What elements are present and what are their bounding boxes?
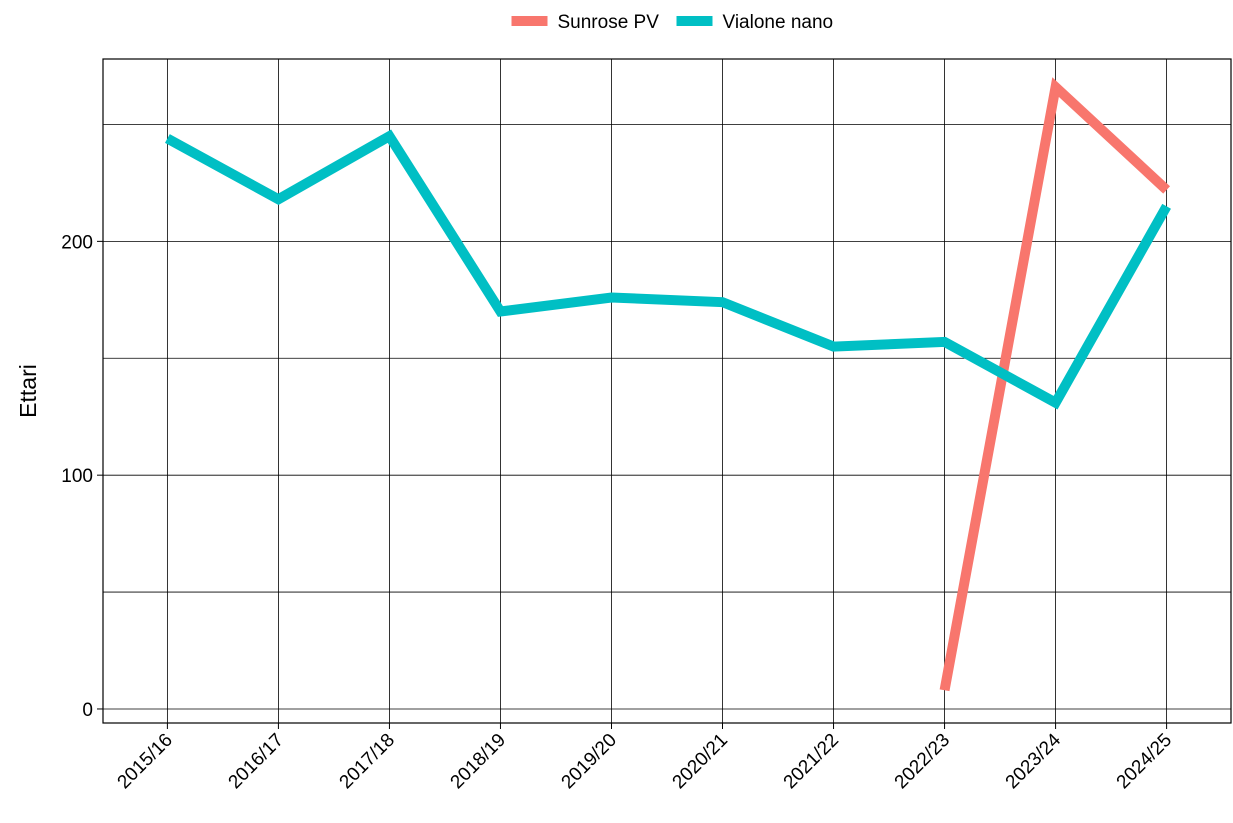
x-tick-label: 2017/18 <box>336 730 399 793</box>
plot-border <box>102 58 1232 724</box>
line-series <box>164 129 1171 410</box>
line-series <box>939 77 1171 692</box>
x-tick-label: 2019/20 <box>558 730 621 793</box>
x-tick-label: 2023/24 <box>1002 729 1066 793</box>
legend-label: Sunrose PV <box>558 12 660 33</box>
y-tick-label: 200 <box>61 232 93 253</box>
legend-swatch <box>511 16 548 26</box>
x-tick-label: 2016/17 <box>225 730 288 793</box>
y-tick-label: 100 <box>61 466 93 487</box>
legend-swatch <box>676 16 713 26</box>
y-tick-label: 0 <box>82 700 93 721</box>
x-tick-label: 2022/23 <box>891 730 954 793</box>
y-axis-title: Ettari <box>15 364 41 418</box>
x-tick-label: 2015/16 <box>114 730 177 793</box>
x-tick-label: 2020/21 <box>669 730 732 793</box>
legend-label: Vialone nano <box>723 12 834 33</box>
x-tick-label: 2021/22 <box>780 730 843 793</box>
x-tick-label: 2024/25 <box>1113 730 1176 793</box>
x-tick-label: 2018/19 <box>447 730 510 793</box>
